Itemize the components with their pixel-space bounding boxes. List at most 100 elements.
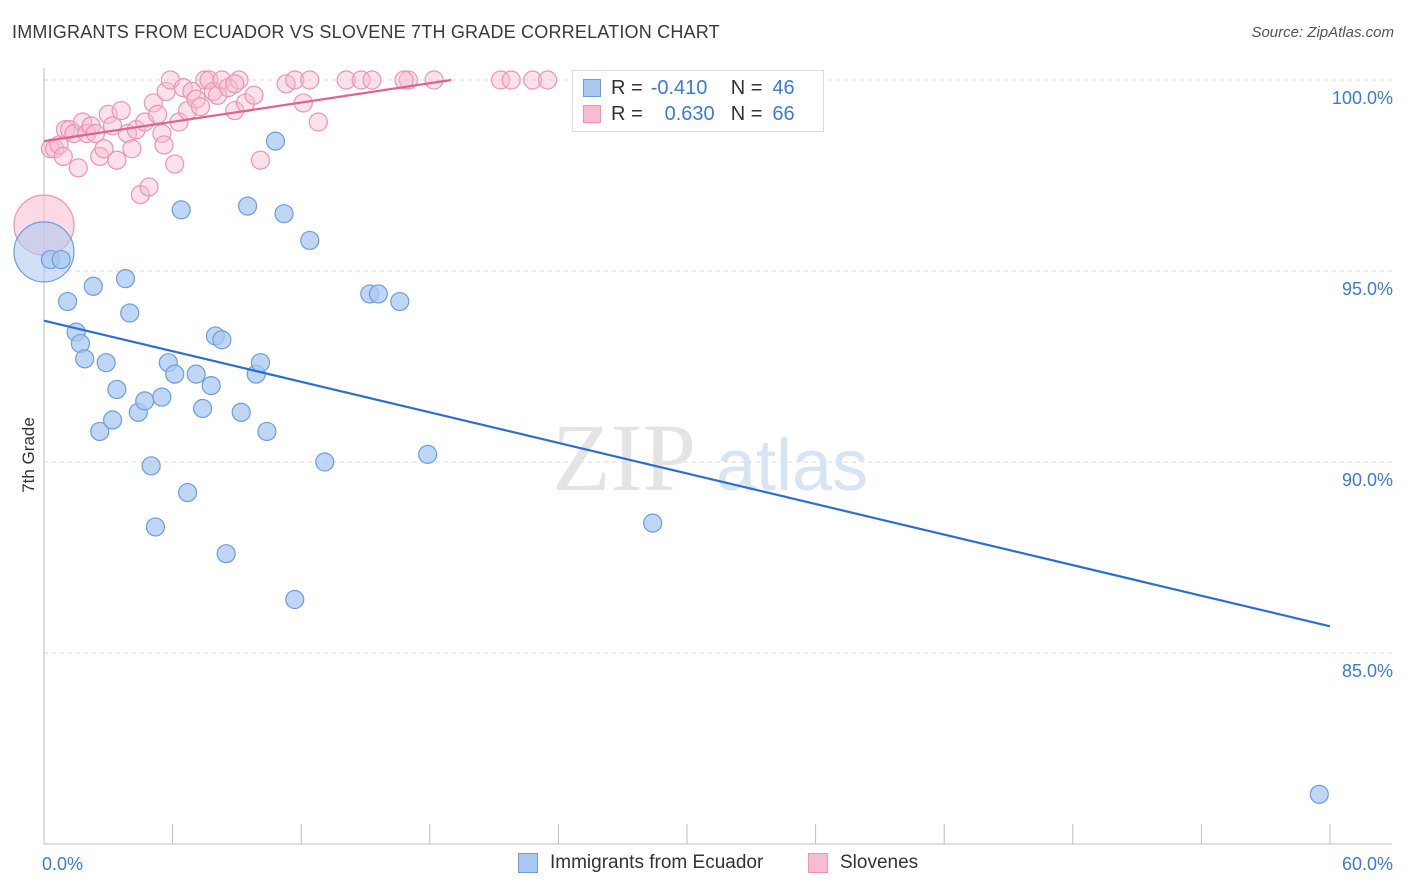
slovene-point xyxy=(250,150,271,170)
slovene-point xyxy=(208,85,228,105)
ecuador-point xyxy=(141,456,161,476)
slovene-point xyxy=(398,70,418,90)
legend-r-label: R = xyxy=(611,102,643,125)
chart-title: IMMIGRANTS FROM ECUADOR VS SLOVENE 7TH G… xyxy=(12,22,720,42)
bottom-swatch-slovene xyxy=(808,853,828,873)
legend-r-label: R = xyxy=(611,76,643,99)
bottom-legend-slovene: Slovenes xyxy=(808,852,918,874)
ecuador-point xyxy=(186,364,206,384)
slovene-point xyxy=(225,74,245,94)
legend-row-ecuador: R = -0.410 N = 46 xyxy=(583,76,795,100)
legend-r-value: 0.630 xyxy=(664,102,715,125)
ecuador-point xyxy=(250,353,271,373)
ecuador-point xyxy=(201,376,221,396)
slovene-trendline xyxy=(43,78,452,143)
ecuador-point xyxy=(418,444,438,464)
slovene-points xyxy=(13,70,716,256)
bottom-legend-label: Immigrants from Ecuador xyxy=(550,852,764,873)
slovene-point xyxy=(394,70,414,90)
ecuador-point xyxy=(285,589,305,610)
slovene-point xyxy=(154,135,174,155)
legend-n-label: N = xyxy=(730,102,763,125)
slovene-point xyxy=(244,85,264,105)
slovene-point xyxy=(139,177,159,197)
slovene-point xyxy=(94,139,114,159)
x-tick-labels: 0.0% 60.0% xyxy=(42,854,1393,874)
ecuador-point xyxy=(171,200,191,220)
slovene-point xyxy=(165,154,185,174)
slovene-point xyxy=(300,70,320,90)
ecuador-point xyxy=(1309,784,1329,804)
ecuador-point xyxy=(165,364,185,384)
ecuador-point xyxy=(102,410,123,430)
trendlines xyxy=(43,78,1331,628)
legend-n-value: 46 xyxy=(772,76,795,99)
ecuador-point xyxy=(265,131,286,151)
y-tick-label: 100.0% xyxy=(1332,88,1393,108)
ecuador-point xyxy=(300,230,320,251)
legend-n-label: N = xyxy=(730,76,763,99)
bottom-swatch-ecuador xyxy=(518,853,538,873)
bottom-legend-label: Slovenes xyxy=(840,852,919,873)
y-tick-label: 95.0% xyxy=(1342,279,1393,299)
ecuador-point xyxy=(51,249,71,270)
x-tick-label: 0.0% xyxy=(42,854,83,874)
slovene-point xyxy=(143,93,163,113)
slovene-point xyxy=(107,150,127,170)
legend-swatch-slovene xyxy=(583,105,601,123)
legend-n-value: 66 xyxy=(772,102,795,125)
ecuador-point xyxy=(107,379,127,400)
slovene-point xyxy=(68,158,88,178)
watermark-atlas: atlas xyxy=(716,426,868,506)
ecuador-point xyxy=(212,330,232,350)
ecuador-point xyxy=(115,269,136,289)
slovene-point xyxy=(351,70,371,90)
y-tick-label: 85.0% xyxy=(1342,661,1393,681)
slovene-point xyxy=(98,104,118,124)
ecuador-point xyxy=(120,303,140,323)
ecuador-point xyxy=(90,421,110,442)
x-tick-label: 60.0% xyxy=(1342,854,1393,874)
correlation-legend: R = -0.410 N = 46 R = 0.630 N = 66 xyxy=(572,70,824,132)
axes xyxy=(43,68,1392,845)
ecuador-point xyxy=(257,421,277,442)
source-note: Source: ZipAtlas.com xyxy=(1251,24,1394,41)
legend-r-value: -0.410 xyxy=(650,76,708,99)
slovene-point xyxy=(53,146,73,166)
slovene-point xyxy=(308,112,328,132)
ecuador-point xyxy=(231,402,251,422)
ecuador-point xyxy=(135,391,155,411)
ecuador-point xyxy=(145,517,166,537)
ecuador-point xyxy=(238,196,258,216)
bottom-legend-ecuador: Immigrants from Ecuador xyxy=(518,852,763,874)
ecuador-point xyxy=(178,482,198,503)
slovene-point xyxy=(362,70,382,90)
slovene-point xyxy=(285,70,305,90)
y-tick-label: 90.0% xyxy=(1342,470,1393,490)
slovene-point xyxy=(190,97,211,117)
gridlines xyxy=(44,79,1392,654)
ecuador-point xyxy=(274,204,294,224)
slovene-point xyxy=(111,100,131,121)
ecuador-point xyxy=(75,349,95,369)
ecuador-point xyxy=(368,284,388,304)
slovene-point xyxy=(538,70,558,90)
slovene-point xyxy=(147,104,168,124)
ecuador-point xyxy=(57,291,78,312)
slovene-point xyxy=(336,70,356,90)
slovene-point xyxy=(501,70,521,90)
legend-swatch-ecuador xyxy=(583,79,601,97)
ecuador-point xyxy=(96,353,116,373)
slovene-point xyxy=(523,70,543,90)
ecuador-point xyxy=(83,276,103,296)
ecuador-point xyxy=(216,544,236,564)
y-axis-label: 7th Grade xyxy=(19,417,38,493)
ecuador-point xyxy=(152,387,172,407)
watermark: ZIP atlas xyxy=(552,404,868,511)
slovene-point xyxy=(424,70,444,90)
ecuador-point xyxy=(643,513,663,533)
ecuador-point xyxy=(315,452,335,472)
ecuador-point xyxy=(193,398,213,419)
y-tick-labels: 100.0% 95.0% 90.0% 85.0% xyxy=(1332,88,1393,681)
